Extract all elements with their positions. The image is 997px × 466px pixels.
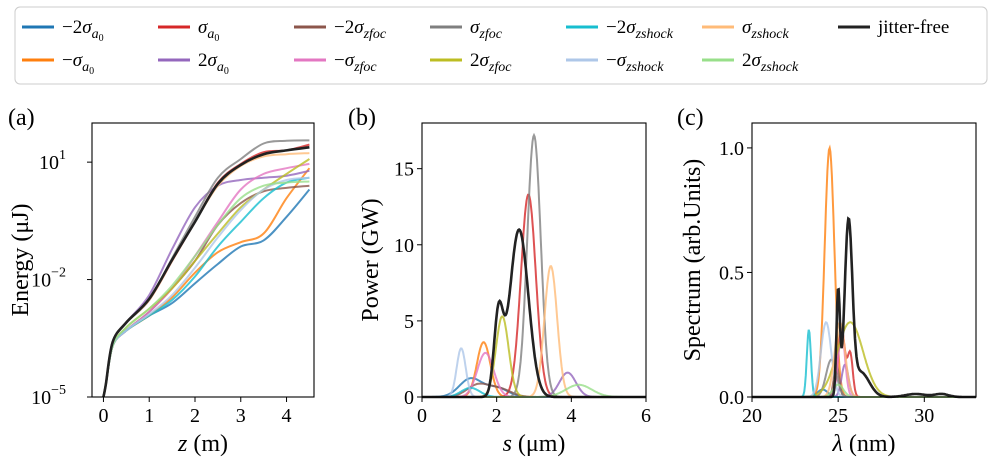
y-tick-label: 10−2 <box>31 266 66 292</box>
legend-entry-jitter-free: jitter-free <box>838 17 949 38</box>
legend-entry-neg2sigmazfoc: −2σzfoc <box>294 17 387 42</box>
legend-entry-neg2sigmaa0: −2σa0 <box>22 17 104 44</box>
series-line-a-neg2sigmazfoc <box>102 184 310 398</box>
legend: −2σa0 −σa0 σa0 2σa0 −2σzfoc −σzfoc σzfoc 2σzfoc… <box>14 6 988 85</box>
panel-c: (c) 20 25 30 0.0 0.5 1.0 λ (nm) Spectrum (arb… <box>677 105 977 457</box>
legend-label: σzshock <box>742 17 789 42</box>
x-tick-label: 30 <box>914 405 934 427</box>
x-tick-label: 20 <box>742 405 762 427</box>
x-tick-label: 2 <box>492 405 502 427</box>
panel-b-xlabel: s (μm) <box>503 431 566 457</box>
panel-c-label: (c) <box>677 105 704 131</box>
legend-entry-negsigmazshock: −σzshock <box>566 50 664 75</box>
series-line-c-jitter-free <box>752 216 976 399</box>
legend-label: 2σzfoc <box>470 50 512 75</box>
legend-label: −2σa0 <box>62 17 104 44</box>
legend-entry-sigmazshock: σzshock <box>702 17 789 42</box>
x-tick-label: 6 <box>641 405 651 427</box>
legend-label: −2σzfoc <box>334 17 387 42</box>
legend-label: −σa0 <box>62 50 94 77</box>
series-line-b-sigmaa0 <box>422 193 646 398</box>
legend-entry-2sigmazfoc: 2σzfoc <box>430 50 512 75</box>
legend-label: −σzfoc <box>334 50 377 75</box>
series-line-a-neg2sigmaa0 <box>102 188 311 398</box>
y-tick-label: 0 <box>404 387 414 409</box>
panel-c-frame <box>751 122 977 398</box>
panel-c-ylabel: Spectrum (arb.Units) <box>680 159 706 362</box>
panel-b: (b) 0 2 4 6 0 5 10 15 s (μm) Power (GW) <box>348 105 651 457</box>
series-line-a-negsigmazfoc <box>102 162 310 398</box>
panel-b-label: (b) <box>348 105 376 131</box>
y-tick-label: 101 <box>39 148 66 174</box>
legend-entry-neg2sigmazshock: −2σzshock <box>566 17 674 42</box>
series-line-c-negsigmazshock <box>752 321 976 398</box>
panel-a-frame <box>91 122 315 398</box>
panel-b-ylabel: Power (GW) <box>358 198 384 321</box>
y-tick-label: 10−5 <box>31 383 66 409</box>
x-tick-label: 0 <box>417 405 427 427</box>
series-line-c-negsigmaa0 <box>752 144 976 398</box>
series-line-a-2sigmaa0 <box>102 169 310 398</box>
legend-label: σa0 <box>198 17 219 44</box>
legend-entry-negsigmazfoc: −σzfoc <box>294 50 377 75</box>
y-tick-label: 1.0 <box>719 138 744 160</box>
y-tick-label: 15 <box>394 159 414 181</box>
x-tick-label: 4 <box>566 405 576 427</box>
legend-label: −2σzshock <box>606 17 674 42</box>
x-tick-label: 3 <box>236 405 246 427</box>
series-line-a-2sigmazshock <box>102 180 310 398</box>
panel-a-xlabel: z (m) <box>177 431 228 457</box>
panel-a: (a) 0 1 2 3 4 10−5 10−2 101 z (m) Energy (μJ) <box>8 105 315 457</box>
panel-b-frame <box>421 122 647 398</box>
legend-label: −σzshock <box>606 50 664 75</box>
panel-a-label: (a) <box>8 105 35 131</box>
x-tick-label: 0 <box>98 405 108 427</box>
legend-entry-sigmazfoc: σzfoc <box>430 17 503 42</box>
legend-label: 2σa0 <box>198 50 229 77</box>
panel-c-xlabel: λ (nm) <box>831 431 895 457</box>
x-tick-label: 25 <box>828 405 848 427</box>
series-line-c-2sigmazfoc <box>752 321 976 398</box>
y-tick-label: 10 <box>394 235 414 257</box>
x-tick-label: 1 <box>144 405 154 427</box>
y-tick-label: 0.0 <box>719 387 744 409</box>
y-tick-label: 0.5 <box>719 262 744 284</box>
legend-entry-sigmaa0: σa0 <box>158 17 219 44</box>
series-line-c-sigmazfoc <box>752 358 976 398</box>
legend-label: σzfoc <box>470 17 503 42</box>
series-line-c-sigmazshock <box>752 321 976 398</box>
series-line-c-sigmaa0 <box>752 327 976 398</box>
panel-a-ylabel: Energy (μJ) <box>8 203 34 316</box>
legend-entry-2sigmazshock: 2σzshock <box>702 50 799 75</box>
x-tick-label: 2 <box>190 405 200 427</box>
series-line-a-sigmazshock <box>102 152 310 398</box>
series-line-c-neg2sigmazshock <box>752 329 976 398</box>
legend-entry-2sigmaa0: 2σa0 <box>158 50 229 77</box>
legend-label: jitter-free <box>877 17 949 38</box>
y-tick-label: 5 <box>404 311 414 333</box>
legend-entry-negsigmaa0: −σa0 <box>22 50 94 77</box>
series-line-a-jitter-free <box>102 146 310 398</box>
series-line-c-negsigmazfoc <box>752 329 976 398</box>
series-line-c-neg2sigmazfoc <box>752 362 976 398</box>
legend-frame <box>14 6 988 85</box>
legend-label: 2σzshock <box>742 50 799 75</box>
series-line-c-2sigmaa0 <box>752 363 976 398</box>
x-tick-label: 4 <box>282 405 292 427</box>
